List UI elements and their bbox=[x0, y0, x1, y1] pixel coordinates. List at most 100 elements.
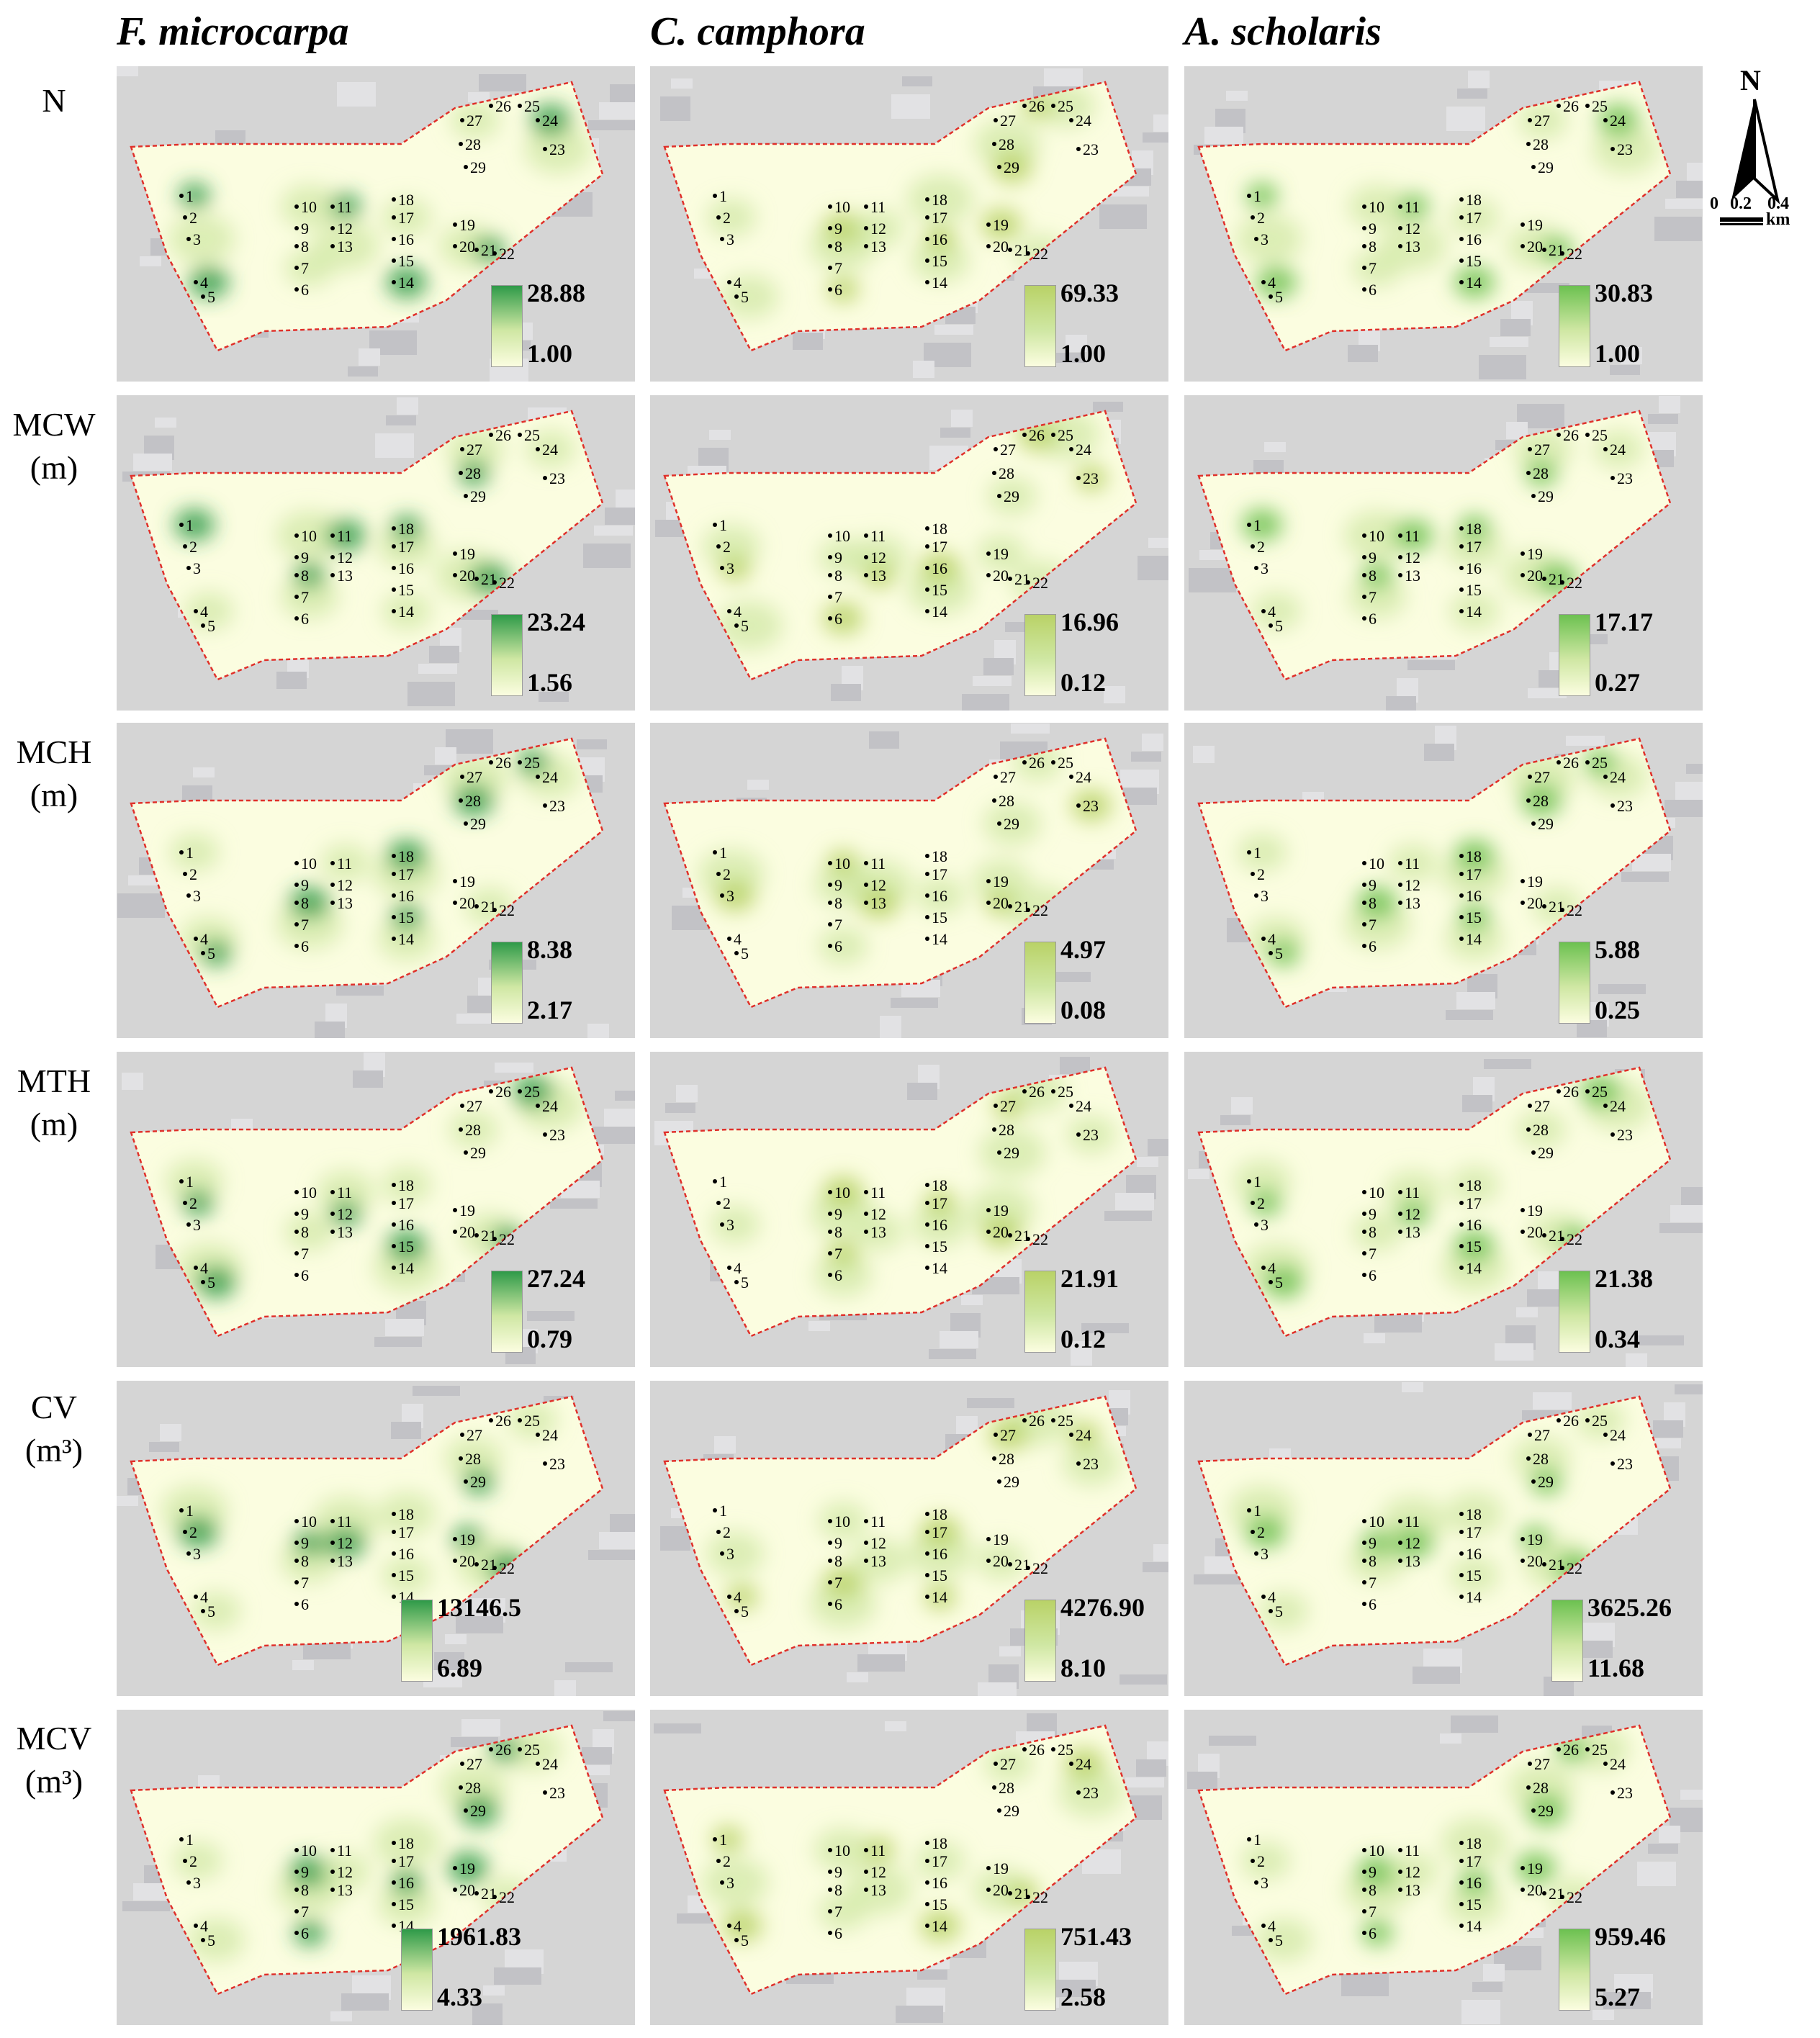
sample-point-marker bbox=[392, 1573, 396, 1577]
sample-point-marker bbox=[1585, 433, 1590, 437]
sample-point-label: 7 bbox=[1369, 1574, 1377, 1592]
sample-point-label: 7 bbox=[834, 588, 842, 606]
basemap-block bbox=[1506, 422, 1528, 439]
sample-point-label: 18 bbox=[1466, 1176, 1482, 1194]
value-hotspot bbox=[325, 1527, 366, 1559]
sample-point-label: 3 bbox=[193, 559, 201, 577]
sample-point-marker bbox=[294, 944, 299, 948]
sample-point-marker bbox=[1521, 1230, 1525, 1234]
study-area-boundary bbox=[1197, 410, 1672, 681]
sample-point-label: 29 bbox=[1004, 1473, 1019, 1491]
value-hotspot bbox=[814, 1253, 872, 1297]
sample-point-label: 3 bbox=[193, 1874, 201, 1892]
sample-point-marker bbox=[1362, 616, 1366, 621]
value-hotspot bbox=[281, 1539, 338, 1582]
legend-min-value: 6.89 bbox=[437, 1654, 482, 1682]
sample-point-marker bbox=[925, 1551, 929, 1556]
sample-point-label: 21 bbox=[481, 241, 497, 259]
value-hotspot bbox=[907, 175, 973, 224]
sample-point-marker bbox=[716, 1530, 721, 1534]
study-area-surface bbox=[665, 1068, 1136, 1336]
basemap-block bbox=[603, 1711, 635, 1721]
study-area-surface bbox=[1199, 1068, 1670, 1336]
value-hotspot bbox=[387, 1230, 427, 1262]
basemap-block bbox=[435, 747, 456, 765]
sample-point-label: 10 bbox=[301, 198, 317, 216]
sample-point-label: 20 bbox=[993, 1223, 1009, 1241]
sample-point-label: 9 bbox=[1369, 1863, 1377, 1881]
sample-point-marker bbox=[734, 623, 739, 628]
sample-point-marker bbox=[1557, 104, 1561, 108]
sample-point-marker bbox=[1459, 1201, 1464, 1205]
value-hotspot bbox=[993, 1093, 1024, 1119]
sample-point-marker bbox=[1251, 215, 1255, 220]
value-hotspot bbox=[276, 511, 343, 560]
basemap-block bbox=[353, 1070, 383, 1088]
sample-point-label: 21 bbox=[481, 1227, 497, 1245]
color-legend: 1961.83 4.33 bbox=[401, 1923, 521, 2012]
basemap-block bbox=[1479, 355, 1526, 379]
sample-point-label: 25 bbox=[1592, 1083, 1608, 1101]
sample-point-marker bbox=[294, 1519, 299, 1523]
sample-point-label: 12 bbox=[1405, 1863, 1420, 1881]
sample-point-marker bbox=[992, 471, 996, 475]
value-hotspot bbox=[168, 215, 235, 263]
sample-point-marker bbox=[1022, 1418, 1027, 1422]
sample-point-label: 2 bbox=[1257, 209, 1265, 227]
study-area-surface bbox=[665, 1726, 1136, 1994]
sample-point-marker bbox=[489, 1089, 493, 1094]
value-hotspot bbox=[294, 1920, 325, 1946]
sample-point-marker bbox=[392, 1880, 396, 1885]
sample-point-marker bbox=[1362, 1909, 1366, 1913]
sample-point-marker bbox=[1459, 215, 1464, 220]
sample-point-marker bbox=[1362, 1212, 1366, 1216]
sample-point-marker bbox=[1531, 165, 1536, 169]
sample-point-label: 14 bbox=[1466, 1259, 1482, 1277]
sample-point-label: 6 bbox=[301, 937, 309, 955]
sample-point-label: 8 bbox=[301, 1223, 309, 1241]
sample-point-marker bbox=[201, 1280, 205, 1284]
sample-point-label: 7 bbox=[1369, 1903, 1377, 1921]
sample-point-marker bbox=[828, 204, 832, 209]
basemap-block bbox=[1446, 1010, 1493, 1020]
sample-point-label: 29 bbox=[1004, 487, 1019, 505]
sample-point-label: 23 bbox=[1083, 1784, 1099, 1802]
study-area-boundary bbox=[663, 1066, 1138, 1338]
value-hotspot bbox=[1598, 104, 1639, 136]
sample-point-label: 28 bbox=[999, 464, 1014, 482]
sample-point-label: 10 bbox=[834, 1183, 850, 1201]
sample-point-marker bbox=[1603, 1762, 1608, 1766]
sample-point-label: 10 bbox=[834, 198, 850, 216]
sample-point-label: 18 bbox=[932, 847, 947, 865]
sample-point-marker bbox=[986, 1537, 991, 1541]
sample-point-marker bbox=[720, 1222, 724, 1227]
sample-point-label: 22 bbox=[499, 574, 515, 592]
color-legend: 30.83 1.00 bbox=[1559, 279, 1653, 369]
sample-point-marker bbox=[1585, 1418, 1590, 1422]
sample-point-marker bbox=[474, 577, 479, 581]
row-label-unit: (m) bbox=[30, 1106, 78, 1142]
sample-point-label: 3 bbox=[726, 1874, 734, 1892]
sample-point-label: 22 bbox=[1567, 1230, 1582, 1248]
sample-point-marker bbox=[1603, 1433, 1608, 1437]
sample-point-label: 2 bbox=[723, 209, 731, 227]
sample-point-label: 7 bbox=[834, 916, 842, 934]
sample-point-marker bbox=[518, 433, 522, 437]
sample-point-label: 24 bbox=[1610, 112, 1626, 130]
sample-point-label: 5 bbox=[1275, 944, 1283, 962]
sample-point-label: 16 bbox=[1466, 559, 1482, 577]
study-area-surface bbox=[131, 1068, 603, 1336]
sample-point-label: 26 bbox=[1563, 1412, 1579, 1430]
sample-point-label: 11 bbox=[337, 855, 352, 873]
sample-point-marker bbox=[864, 1190, 868, 1194]
sample-point-marker bbox=[489, 1747, 493, 1751]
sample-point-marker bbox=[330, 861, 335, 865]
sample-point-label: 26 bbox=[495, 97, 511, 115]
sample-point-marker bbox=[1362, 861, 1366, 865]
sample-point-label: 26 bbox=[495, 426, 511, 444]
sample-point-marker bbox=[864, 204, 868, 209]
sample-point-marker bbox=[1362, 1602, 1366, 1606]
sample-point-marker bbox=[1076, 476, 1081, 480]
sample-point-label: 9 bbox=[834, 220, 842, 238]
